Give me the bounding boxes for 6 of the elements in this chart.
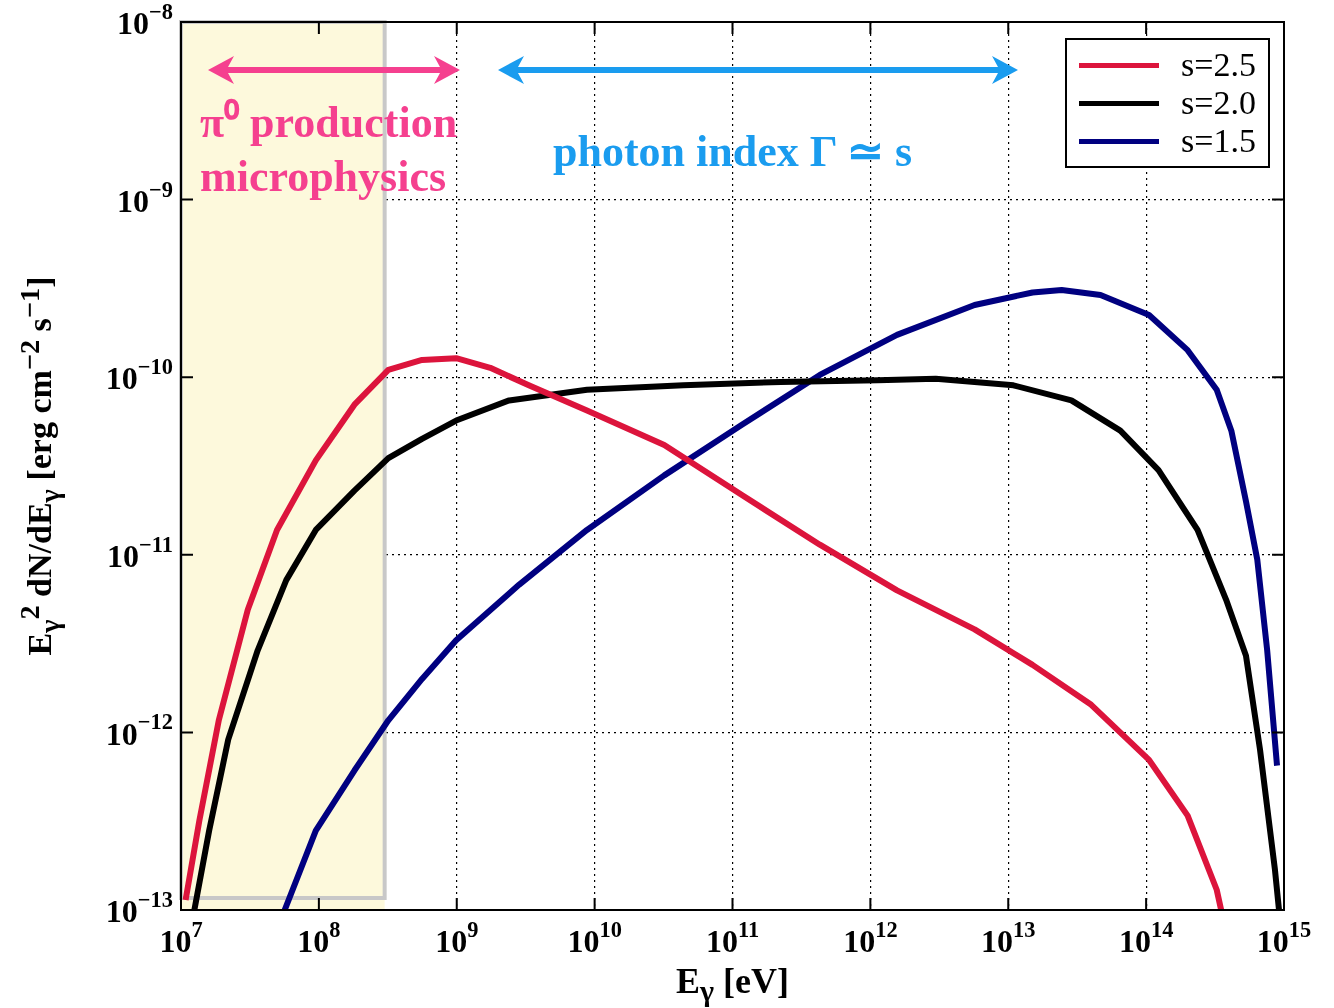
annotation: π⁰ production microphysics (200, 97, 459, 203)
annotation: photon index Γ ≃ s (553, 126, 913, 177)
legend-label: s=1.5 (1181, 122, 1256, 160)
legend-label: s=2.0 (1181, 84, 1256, 122)
legend-label: s=2.5 (1181, 46, 1256, 84)
x-axis-title: E$_{γ}$ [eV] (675, 960, 790, 1008)
